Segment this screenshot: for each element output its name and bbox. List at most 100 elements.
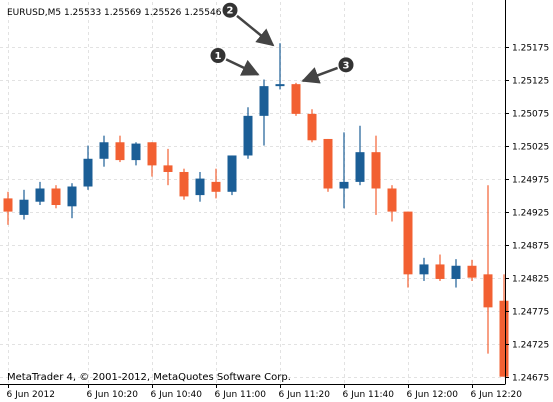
candle-body	[307, 113, 317, 141]
candle-body	[35, 188, 45, 202]
candle-body	[355, 152, 365, 182]
y-tick-label: 1.24825	[512, 275, 549, 285]
chart-footer: MetaTrader 4, © 2001-2012, MetaQuotes So…	[7, 372, 291, 383]
candle-bear	[3, 191, 13, 225]
candle-bear	[163, 148, 173, 186]
candle-body	[147, 142, 157, 166]
candle-body	[243, 115, 253, 156]
callout-number: 2	[227, 6, 234, 17]
candle-body	[275, 84, 285, 87]
x-tick-label: 6 Jun 10:20	[87, 390, 139, 400]
candle-body	[483, 274, 493, 308]
candle-bear	[387, 185, 397, 222]
candle-body	[99, 142, 109, 159]
candle-body	[499, 300, 509, 377]
candle-body	[83, 158, 93, 187]
candle-bear	[211, 168, 221, 199]
candle-bull	[67, 183, 77, 219]
callout-badge	[222, 2, 238, 18]
candle-bull	[259, 79, 269, 146]
candle-bear	[307, 109, 317, 143]
candle-bear	[403, 211, 413, 288]
candle-bull	[83, 145, 93, 190]
candle-bull	[275, 43, 285, 90]
candle-bear	[371, 135, 381, 215]
candle-bull	[99, 135, 109, 167]
annotations: 1 2 3	[210, 2, 354, 84]
callout-2: 2	[222, 2, 275, 47]
candle-body	[451, 265, 461, 279]
candle-bear	[499, 274, 509, 377]
candle-body	[19, 199, 29, 215]
candle-body	[419, 264, 429, 275]
candles	[3, 43, 509, 377]
callout-arrow	[225, 58, 260, 76]
x-tick-label: 6 Jun 12:20	[471, 390, 523, 400]
x-tick-label: 6 Jun 11:00	[215, 390, 267, 400]
candle-body	[211, 181, 221, 192]
candle-bull	[451, 259, 461, 288]
candle-body	[67, 186, 77, 207]
callout-badge	[210, 48, 226, 64]
candle-body	[387, 188, 397, 212]
x-tick-label: 6 Jun 10:40	[151, 390, 203, 400]
candle-bear	[147, 142, 157, 177]
y-tick-label: 1.24925	[512, 209, 549, 219]
x-tick-label: 6 Jun 11:20	[279, 390, 331, 400]
callout-1: 1	[210, 48, 260, 76]
callout-number: 3	[343, 60, 350, 71]
candle-body	[259, 86, 269, 116]
candle-bear	[467, 259, 477, 281]
callout-arrow	[236, 14, 275, 47]
candle-body	[403, 211, 413, 275]
y-tick-label: 1.24975	[512, 176, 549, 186]
candle-bear	[291, 82, 301, 116]
candle-bull	[195, 171, 205, 202]
candle-bull	[355, 125, 365, 186]
callout-3: 3	[301, 57, 354, 84]
candle-body	[467, 265, 477, 278]
chart-frame	[0, 0, 506, 385]
candle-body	[115, 142, 125, 161]
y-tick-label: 1.25075	[512, 110, 549, 120]
callout-arrow	[301, 66, 339, 84]
candle-body	[227, 155, 237, 192]
candle-bear	[483, 185, 493, 354]
callout-badge	[338, 57, 354, 73]
candle-body	[371, 152, 381, 189]
candle-bull	[419, 257, 429, 281]
candle-bull	[227, 155, 237, 196]
candle-body	[339, 181, 349, 189]
candle-bull	[131, 142, 141, 166]
candle-body	[51, 188, 61, 205]
x-axis: 6 Jun 2012 6 Jun 10:20 6 Jun 10:40 6 Jun 11…	[7, 384, 523, 400]
y-tick-label: 1.24725	[512, 341, 549, 351]
candle-bear	[51, 185, 61, 209]
candle-bear	[179, 168, 189, 200]
x-tick-label: 6 Jun 2012	[7, 390, 55, 400]
candle-body	[3, 198, 13, 212]
y-axis: 1.25175 1.25125 1.25075 1.25025 1.24975 1.249…	[505, 44, 549, 384]
candle-body	[131, 143, 141, 161]
x-tick-label: 6 Jun 12:00	[407, 390, 459, 400]
candle-body	[435, 264, 445, 279]
y-tick-label: 1.25025	[512, 143, 549, 153]
y-tick-label: 1.25125	[512, 77, 549, 87]
candle-body	[291, 84, 301, 114]
candle-bull	[339, 132, 349, 209]
candle-body	[323, 138, 333, 189]
candle-body	[163, 165, 173, 172]
callout-number: 1	[215, 51, 222, 62]
candle-body	[179, 171, 189, 197]
candle-bull	[19, 189, 29, 220]
candle-bear	[115, 135, 125, 163]
y-tick-label: 1.24675	[512, 374, 549, 384]
x-tick-label: 6 Jun 11:40	[343, 390, 395, 400]
chart-title: EURUSD,M5 1.25533 1.25569 1.25526 1.2554…	[7, 8, 222, 18]
y-tick-label: 1.24775	[512, 308, 549, 318]
candle-bear	[435, 254, 445, 281]
y-tick-label: 1.24875	[512, 242, 549, 252]
candle-bear	[323, 138, 333, 192]
